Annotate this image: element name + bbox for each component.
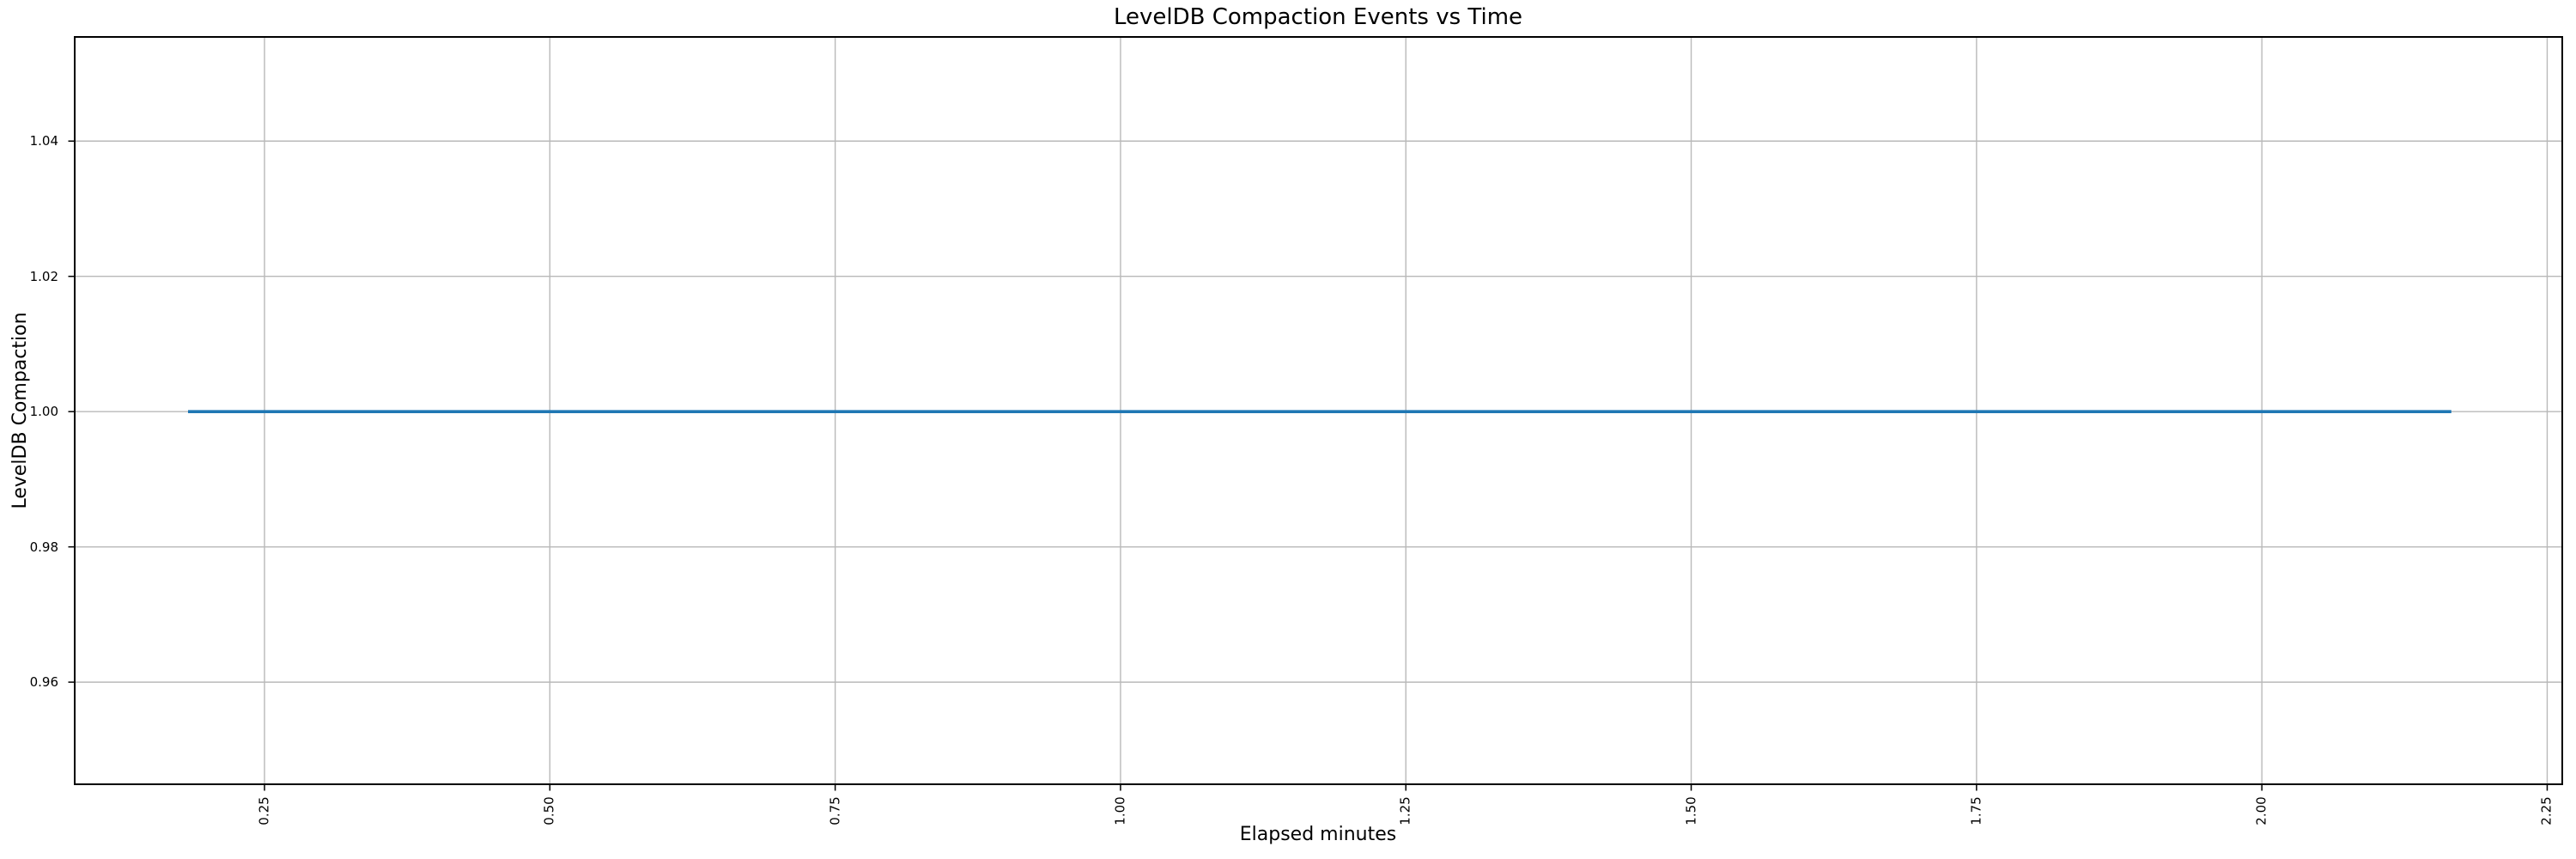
y-tick-label: 0.98 <box>29 539 58 555</box>
x-tick-label: 0.25 <box>256 796 272 825</box>
x-tick-label: 1.00 <box>1112 796 1128 825</box>
x-tick-label: 0.75 <box>827 796 843 825</box>
x-tick-label: 1.75 <box>1968 796 1984 825</box>
chart-title: LevelDB Compaction Events vs Time <box>1113 4 1523 30</box>
x-tick-label: 1.25 <box>1397 796 1413 825</box>
y-tick-label: 1.00 <box>29 404 58 420</box>
x-tick-label: 2.00 <box>2253 796 2269 825</box>
x-axis-label: Elapsed minutes <box>1239 824 1397 845</box>
y-tick-label: 1.02 <box>29 268 58 284</box>
x-tick-label: 2.25 <box>2538 796 2555 825</box>
x-tick-label: 0.50 <box>541 796 557 825</box>
y-tick-label: 1.04 <box>29 133 58 149</box>
y-tick-label: 0.96 <box>29 674 58 691</box>
plot-border <box>74 36 2563 785</box>
x-tick-label: 1.50 <box>1683 796 1699 825</box>
